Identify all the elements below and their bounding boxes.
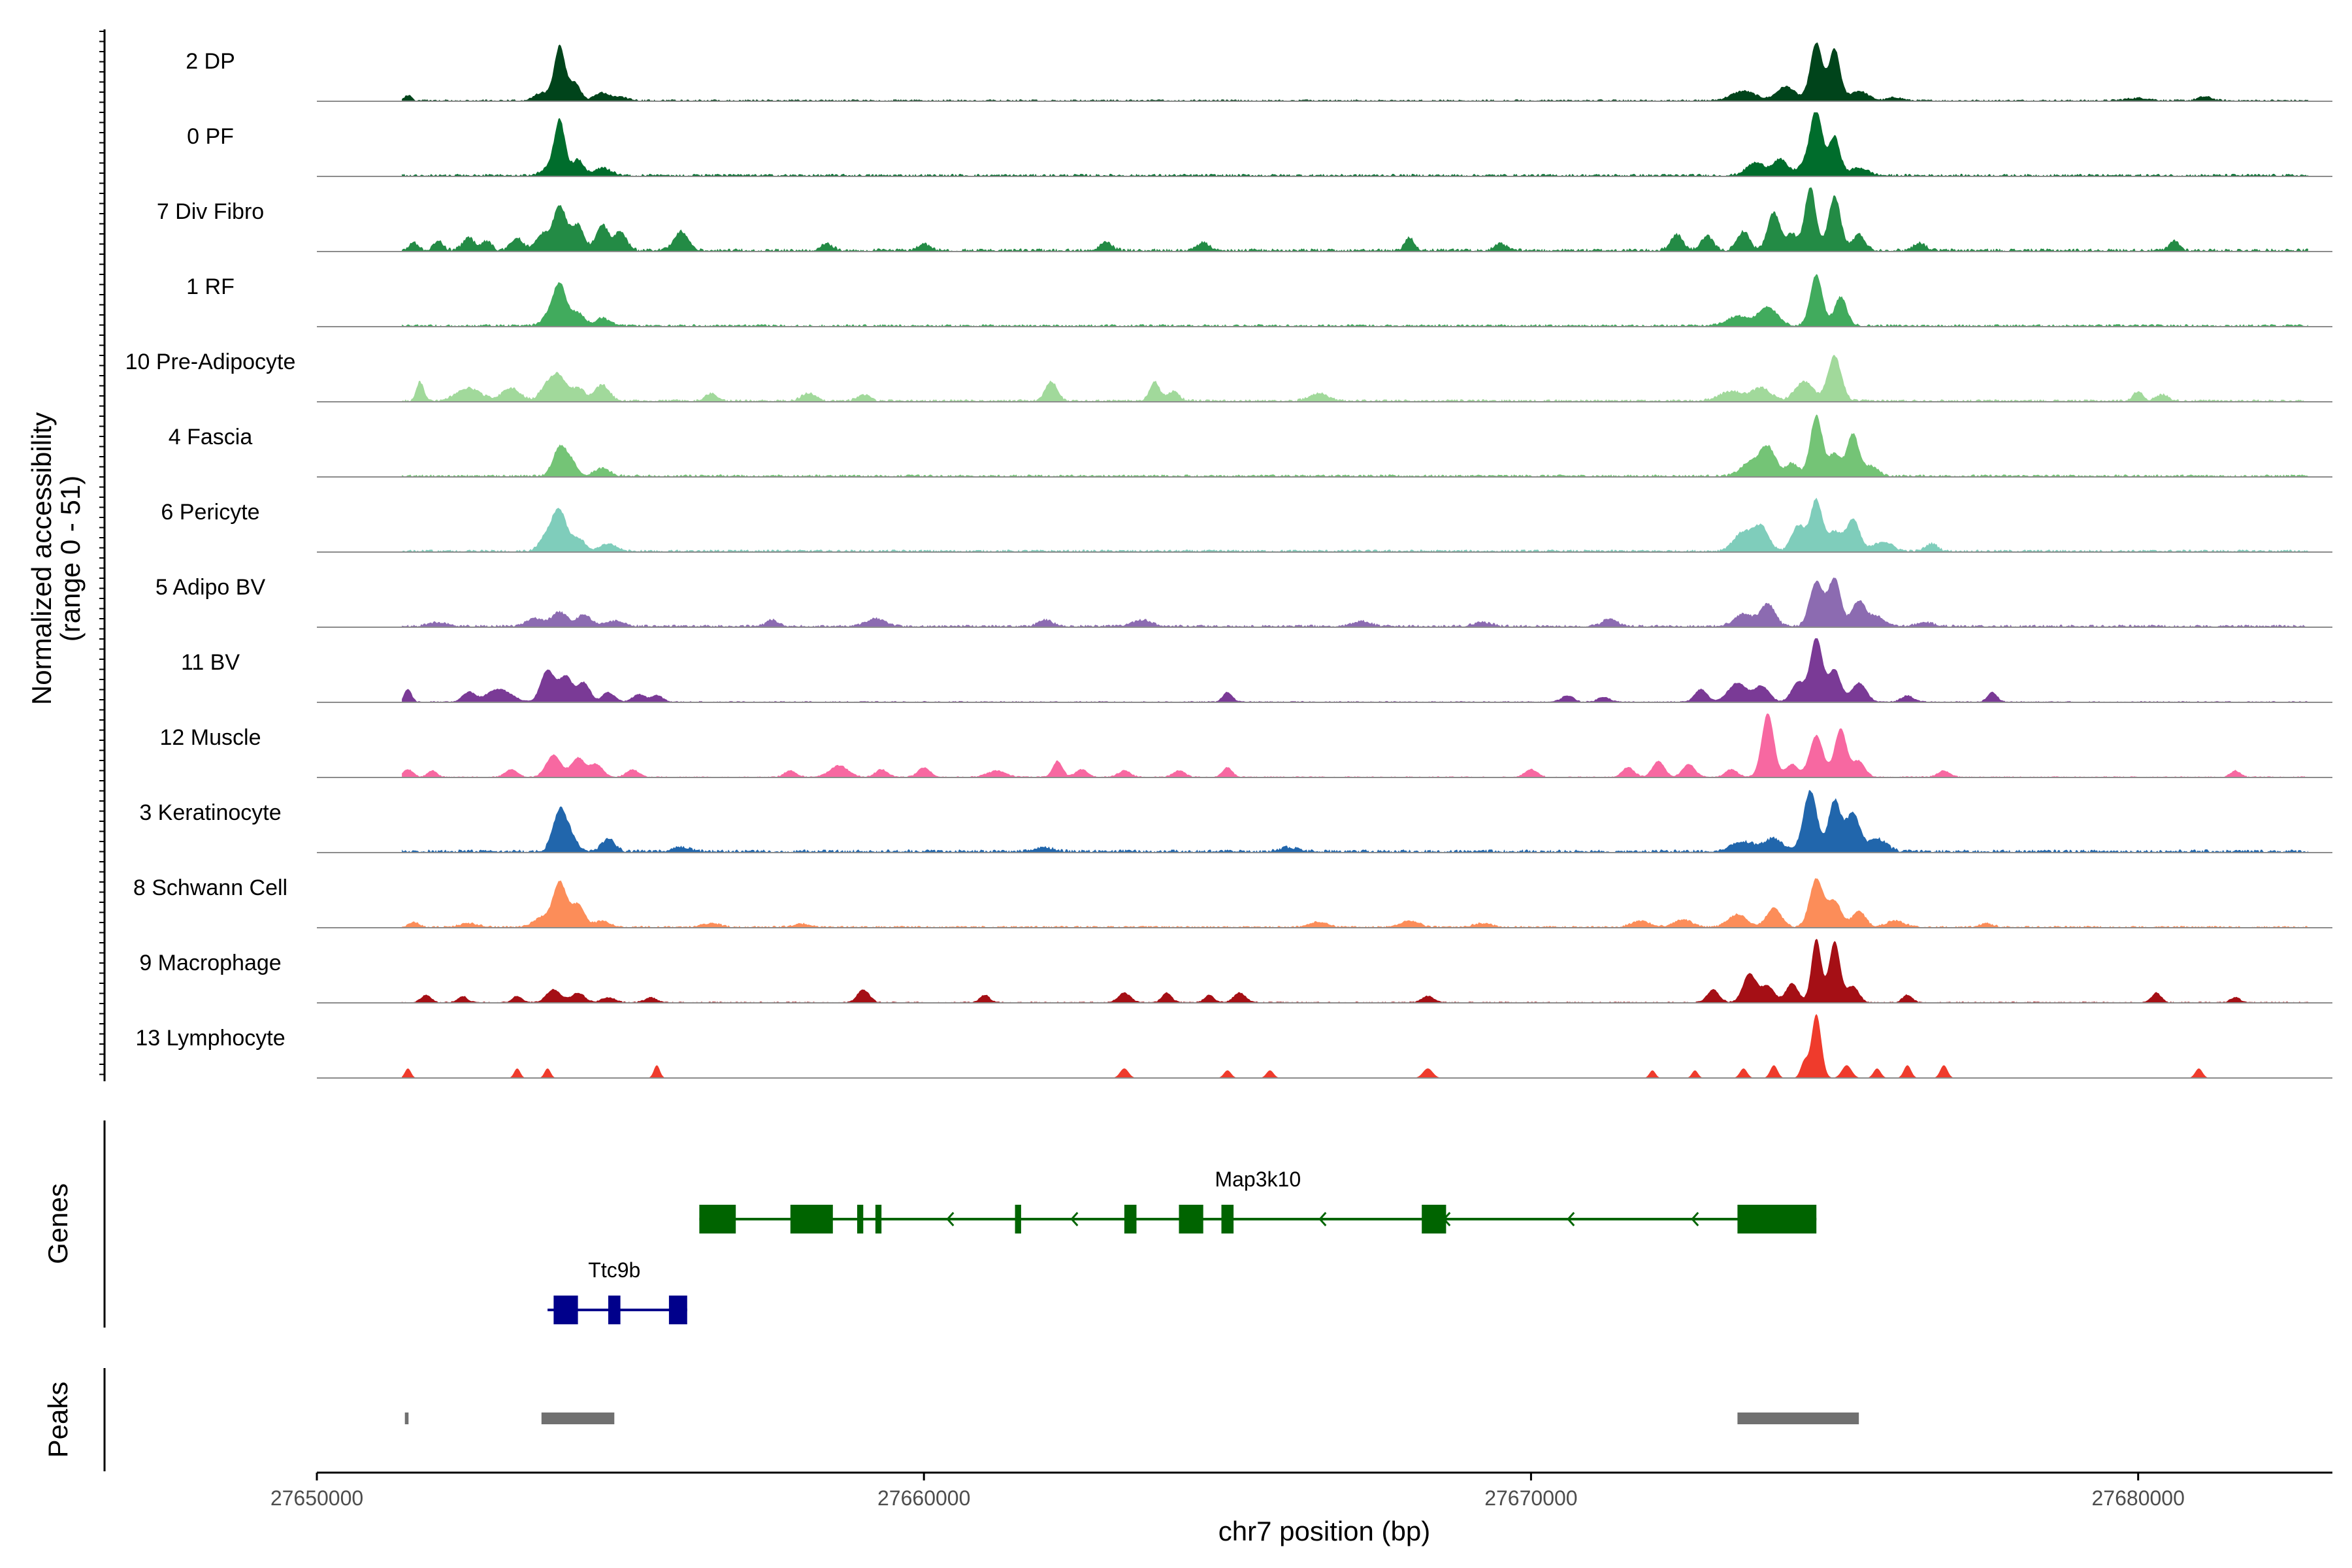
track-label: 5 Adipo BV bbox=[155, 575, 266, 600]
exon bbox=[1015, 1205, 1021, 1233]
exon bbox=[1124, 1205, 1137, 1233]
track-label: 12 Muscle bbox=[160, 725, 261, 750]
track-3: 7 Div Fibro bbox=[157, 188, 2332, 252]
coverage-area bbox=[402, 188, 2308, 252]
track-6: 4 Fascia bbox=[169, 414, 2332, 478]
x-tick-label: 27670000 bbox=[1484, 1486, 1577, 1510]
coverage-area bbox=[402, 112, 2308, 176]
strand-arrow bbox=[1318, 1211, 1327, 1227]
strand-arrow bbox=[1567, 1211, 1575, 1227]
peak-region bbox=[1737, 1413, 1859, 1424]
exon bbox=[1179, 1205, 1203, 1233]
track-label: 13 Lymphocyte bbox=[135, 1026, 285, 1051]
track-5: 10 Pre-Adipocyte bbox=[125, 350, 2332, 402]
coverage-area bbox=[402, 274, 2308, 327]
y-axis-title: Normalized accessibility bbox=[26, 412, 57, 705]
exon bbox=[699, 1205, 736, 1233]
x-axis-title: chr7 position (bp) bbox=[1218, 1516, 1431, 1546]
track-label: 11 BV bbox=[181, 650, 240, 675]
y-axis bbox=[99, 29, 106, 1081]
coverage-area bbox=[402, 355, 2308, 402]
track-9: 11 BV bbox=[181, 638, 2332, 703]
track-label: 4 Fascia bbox=[169, 425, 253, 449]
coverage-area bbox=[402, 878, 2308, 928]
genes-panel-title: Genes bbox=[42, 1183, 73, 1264]
track-1: 2 DP bbox=[186, 42, 2332, 102]
x-axis-ticks: 27650000 27660000 27670000 27680000 bbox=[270, 1473, 2185, 1510]
track-label: 0 PF bbox=[187, 124, 234, 149]
exon bbox=[875, 1205, 882, 1233]
track-label: 7 Div Fibro bbox=[157, 199, 264, 224]
coverage-area bbox=[402, 939, 2308, 1003]
coverage-area bbox=[402, 713, 2308, 777]
y-axis-range: (range 0 - 51) bbox=[55, 476, 86, 642]
track-label: 2 DP bbox=[186, 49, 235, 74]
track-label: 9 Macrophage bbox=[139, 951, 281, 975]
exon bbox=[1422, 1205, 1446, 1233]
genes-track: Map3k10 Ttc9b bbox=[547, 1168, 1817, 1324]
coverage-area bbox=[402, 638, 2308, 702]
track-label: 1 RF bbox=[186, 274, 235, 299]
exon bbox=[857, 1205, 864, 1233]
exon bbox=[553, 1296, 578, 1324]
strand-arrow bbox=[1691, 1211, 1699, 1227]
exon bbox=[790, 1205, 833, 1233]
exon bbox=[608, 1296, 621, 1324]
exon bbox=[1221, 1205, 1234, 1233]
peak-region bbox=[404, 1413, 409, 1424]
x-tick-label: 27680000 bbox=[2092, 1486, 2185, 1510]
peaks-track bbox=[404, 1413, 1859, 1424]
track-7: 6 Pericyte bbox=[161, 497, 2332, 553]
coverage-area bbox=[402, 578, 2308, 627]
gene-label: Map3k10 bbox=[1215, 1168, 1301, 1191]
track-8: 5 Adipo BV bbox=[155, 575, 2332, 628]
coverage-tracks: 2 DP 0 PF 7 Div Fibro 1 RF 10 Pre-Adipocyte 4… bbox=[125, 42, 2332, 1079]
track-13: 9 Macrophage bbox=[139, 939, 2332, 1004]
strand-arrow bbox=[1070, 1211, 1079, 1227]
coverage-area bbox=[402, 1014, 2308, 1078]
track-10: 12 Muscle bbox=[160, 713, 2332, 778]
gene-map3k10: Map3k10 bbox=[699, 1168, 1817, 1233]
exon bbox=[668, 1296, 687, 1324]
track-label: 8 Schwann Cell bbox=[133, 875, 287, 900]
track-label: 10 Pre-Adipocyte bbox=[125, 350, 296, 374]
gene-label: Ttc9b bbox=[588, 1258, 640, 1282]
coverage-area bbox=[402, 414, 2308, 477]
track-4: 1 RF bbox=[186, 274, 2332, 327]
track-label: 6 Pericyte bbox=[161, 500, 259, 525]
peaks-panel-title: Peaks bbox=[42, 1382, 73, 1458]
coverage-area bbox=[402, 790, 2308, 853]
coverage-area bbox=[402, 497, 2308, 552]
x-tick-label: 27650000 bbox=[270, 1486, 363, 1510]
peak-region bbox=[541, 1413, 615, 1424]
strand-arrow bbox=[946, 1211, 955, 1227]
coverage-area bbox=[402, 42, 2308, 101]
track-11: 3 Keratinocyte bbox=[139, 790, 2332, 853]
track-label: 3 Keratinocyte bbox=[139, 800, 281, 825]
gene-ttc9b: Ttc9b bbox=[547, 1258, 687, 1324]
x-tick-label: 27660000 bbox=[877, 1486, 970, 1510]
exon bbox=[1737, 1205, 1817, 1233]
track-12: 8 Schwann Cell bbox=[133, 875, 2332, 928]
track-2: 0 PF bbox=[187, 112, 2332, 177]
track-14: 13 Lymphocyte bbox=[135, 1014, 2332, 1079]
